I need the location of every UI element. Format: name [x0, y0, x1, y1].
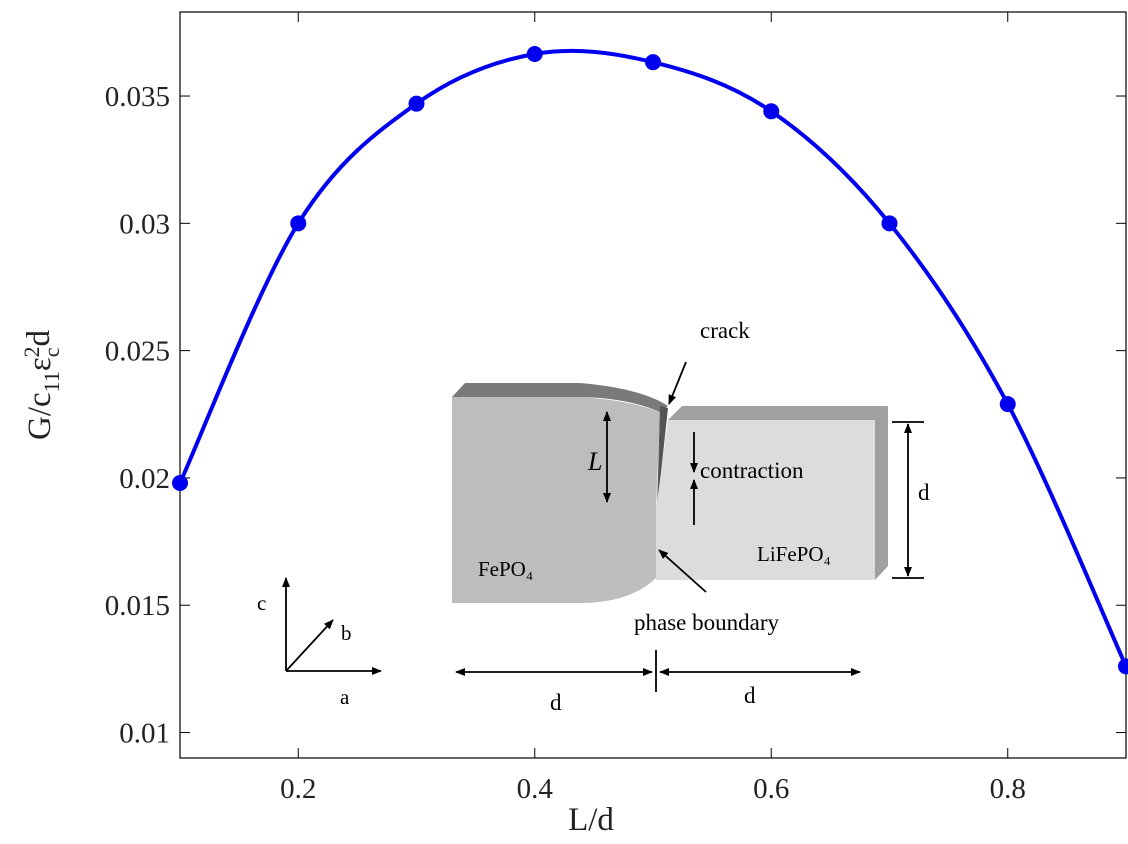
annotation: LiFePO₄ [757, 542, 831, 566]
block-top [452, 383, 668, 412]
data-point [881, 215, 898, 232]
y-label-part: 11 [39, 371, 64, 392]
y-label-part: 2 [19, 347, 44, 358]
arrow [285, 619, 334, 672]
data-point [1118, 658, 1128, 675]
y-tick-label: 0.02 [119, 463, 170, 495]
y-tick-label: 0.025 [105, 336, 170, 368]
y-tick-label: 0.035 [105, 81, 170, 113]
annotation: a [340, 685, 350, 709]
data-point [999, 396, 1016, 413]
ticks: 0.2 0.4 0.6 0.8 0.01 0.015 0.02 0.025 0.03 0.035 [105, 12, 1126, 805]
annotation: L [587, 447, 602, 476]
data-point [172, 475, 188, 492]
data-point [408, 95, 425, 112]
y-tick-label: 0.01 [119, 718, 170, 750]
lifepo4-block [656, 420, 875, 580]
x-tick-label: 0.2 [280, 773, 316, 805]
y-axis-label: G/c11εc2d [19, 330, 64, 440]
y-tick-label: 0.015 [105, 590, 170, 622]
annotation: d [744, 683, 756, 708]
y-label-part: d [21, 330, 57, 347]
inset-diagram [452, 383, 888, 603]
block-top [668, 406, 888, 420]
y-label-part: G/c [22, 392, 58, 440]
data-point [645, 54, 661, 71]
annotation: FePO₄ [478, 557, 533, 581]
inset-arrows [282, 361, 924, 692]
data-point [290, 215, 307, 232]
series [172, 46, 1128, 675]
x-axis-label: L/d [568, 802, 614, 838]
annotation: d [918, 480, 930, 505]
data-point [763, 103, 780, 120]
y-tick-label: 0.03 [119, 208, 170, 240]
arrow [668, 361, 687, 405]
arrow [658, 549, 707, 593]
annotation: c [257, 591, 266, 615]
annotation: phase boundary [634, 610, 779, 635]
x-tick-label: 0.4 [517, 773, 554, 805]
annotation: b [341, 621, 352, 645]
annotation: crack [700, 318, 750, 343]
data-point [526, 46, 543, 63]
y-label-part: c [39, 347, 64, 357]
plot-frame [179, 11, 1127, 759]
annotation: d [550, 690, 562, 715]
annotation: contraction [700, 458, 804, 483]
x-tick-label: 0.8 [990, 773, 1026, 805]
block-side [875, 406, 888, 580]
y-label-part: ε [22, 357, 58, 371]
x-tick-label: 0.6 [753, 773, 789, 805]
